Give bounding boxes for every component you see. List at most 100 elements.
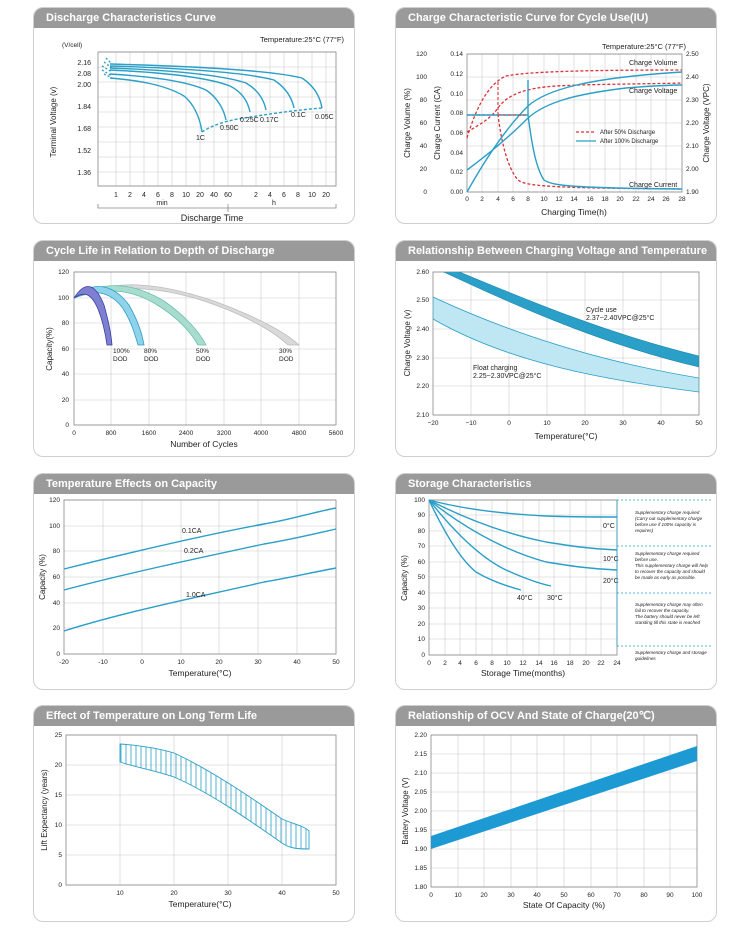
ocv-ytick: 2.15: [414, 751, 427, 758]
discharge-curve-017c: [109, 67, 267, 111]
st-note-b: This supplementary charge will help: [635, 563, 708, 568]
ocv-xtick: 10: [454, 892, 462, 899]
discharge-xtick: 6: [282, 192, 286, 199]
cycle-band-100: [73, 286, 113, 346]
panel-cycle-life-title: Cycle Life in Relation to Depth of Disch…: [34, 241, 354, 261]
st-ytick: 20: [418, 621, 426, 628]
storage-chart: 100 90 80 70 60 50 40 30 20 10 0 Capacit…: [400, 497, 712, 678]
st-xtick: 16: [550, 660, 558, 667]
charge-legend-50: After 50% Discharge: [600, 130, 656, 136]
charge-xtick: 10: [540, 196, 548, 203]
st-note-a: Supplementary charge required: [635, 510, 700, 515]
tc-label-10ca: 1.0CA: [186, 592, 206, 599]
st-xtick: 10: [503, 660, 511, 667]
discharge-label-050c: 0.50C: [220, 125, 239, 132]
vt-xtick: 30: [619, 420, 627, 427]
cycle-ytick: 60: [62, 346, 70, 353]
ocv-xtick: 60: [587, 892, 595, 899]
st-curves: [428, 499, 618, 591]
charge-ylabel-volume: Charge Volume (%): [403, 88, 412, 158]
discharge-xtick: 2: [254, 192, 258, 199]
charge-xtick: 6: [511, 196, 515, 203]
life-ytick: 20: [55, 762, 63, 769]
st-xtick: 22: [597, 660, 605, 667]
st-xtick: 24: [613, 660, 621, 667]
charge-vol-tick: 100: [416, 74, 427, 81]
tc-xlabel: Temperature(°C): [169, 668, 232, 678]
ocv-ylabel: Battery Voltage (V): [401, 777, 410, 844]
life-xlabel: Temperature(°C): [169, 899, 232, 909]
cycle-xtick: 5600: [329, 430, 344, 437]
charge-xtick: 2: [480, 196, 484, 203]
st-xtick: 18: [566, 660, 574, 667]
life-xtick: 40: [278, 890, 286, 897]
discharge-label-005c: 0.05C: [315, 114, 334, 121]
charge-temp-note: Temperature:25°C (77°F): [602, 42, 686, 51]
st-xtick: 6: [474, 660, 478, 667]
ocv-xtick: 0: [429, 892, 433, 899]
discharge-grid: [98, 51, 336, 187]
ocv-xtick: 20: [480, 892, 488, 899]
cycle-bands: [73, 284, 301, 346]
panel-long-term-life: Effect of Temperature on Long Term Life …: [33, 705, 355, 922]
discharge-ytick: 1.52: [77, 148, 91, 155]
panel-voltage-temp: Relationship Between Charging Voltage an…: [395, 240, 717, 457]
vt-xtick: 40: [657, 420, 665, 427]
cycle-label-100: 100%: [113, 348, 130, 355]
life-xtick: 20: [170, 890, 178, 897]
discharge-label-025c: 0.25C: [240, 117, 259, 124]
charge-vol-tick: 0: [423, 189, 427, 196]
panel-ocv: Relationship of OCV And State of Charge(…: [395, 705, 717, 922]
charge-xtick: 8: [526, 196, 530, 203]
st-ytick: 60: [418, 559, 426, 566]
vt-label-cycle: Cycle use: [586, 307, 617, 314]
charge-volt-tick: 2.20: [686, 120, 699, 127]
charge-label-voltage: Charge Voltage: [629, 88, 677, 95]
life-ytick: 0: [58, 882, 62, 889]
charge-label-volume: Charge Volume: [629, 60, 677, 67]
discharge-label-017c: 0.17C: [260, 117, 279, 124]
vt-band-float: [433, 296, 699, 393]
panel-long-term-life-title: Effect of Temperature on Long Term Life: [34, 706, 354, 726]
cycle-xtick: 0: [72, 430, 76, 437]
vt-label-float-range: 2.25~2.30VPC@25°C: [473, 372, 541, 380]
discharge-xtick: 6: [156, 192, 160, 199]
vt-label-float: Float charging: [473, 365, 517, 372]
st-note-a: before use if 100% capacity is: [635, 522, 697, 527]
tc-xtick: -10: [98, 659, 108, 666]
temp-capacity-chart: 120 100 80 60 40 20 0 Capacity (%) -20 -…: [38, 497, 340, 678]
tc-xtick: 50: [332, 659, 340, 666]
st-xtick: 2: [443, 660, 447, 667]
cycle-label-80: 80%: [144, 348, 157, 355]
charge-volt-tick: 2.00: [686, 166, 699, 173]
ocv-xtick: 30: [507, 892, 515, 899]
cycle-ytick: 0: [65, 422, 69, 429]
life-ytick: 25: [55, 732, 63, 739]
life-ylabel: Lift Expectancy (years): [40, 769, 49, 851]
discharge-ytick: 1.36: [77, 170, 91, 177]
charge-chart: Temperature:25°C (77°F) 0 20 40 60 80 10…: [403, 42, 711, 217]
charge-xtick: 28: [678, 196, 686, 203]
st-note-b: Supplementary charge required: [635, 551, 700, 556]
discharge-group-min: min: [156, 200, 167, 207]
cycle-xlabel: Number of Cycles: [170, 439, 238, 449]
st-note-d: Supplementary charge and storage: [635, 650, 707, 655]
st-label-0c: 0°C: [603, 522, 615, 530]
life-xtick: 30: [224, 890, 232, 897]
panel-discharge-title: Discharge Characteristics Curve: [34, 8, 354, 28]
tc-curve-10ca: [63, 567, 337, 632]
life-chart: 25 20 15 10 5 0 Lift Expectancy (years) …: [40, 732, 340, 909]
charge-vol-tick: 40: [420, 143, 428, 150]
discharge-ylabel: Terminal Voltage (v): [49, 86, 58, 157]
st-note-c: The battery should never be left: [635, 614, 700, 619]
tc-ytick: 120: [49, 497, 60, 504]
charge-cur-tick: 0.14: [450, 51, 463, 58]
ocv-ytick: 1.80: [414, 884, 427, 891]
st-ytick: 30: [418, 605, 426, 612]
ocv-xlabel: State Of Capacity (%): [523, 900, 605, 910]
cycle-label-30-dod: DOD: [279, 356, 294, 363]
charge-xtick: 4: [496, 196, 500, 203]
discharge-xtick: 20: [322, 192, 330, 199]
discharge-xtick: 40: [210, 192, 218, 199]
st-note-a: requires): [635, 528, 654, 533]
